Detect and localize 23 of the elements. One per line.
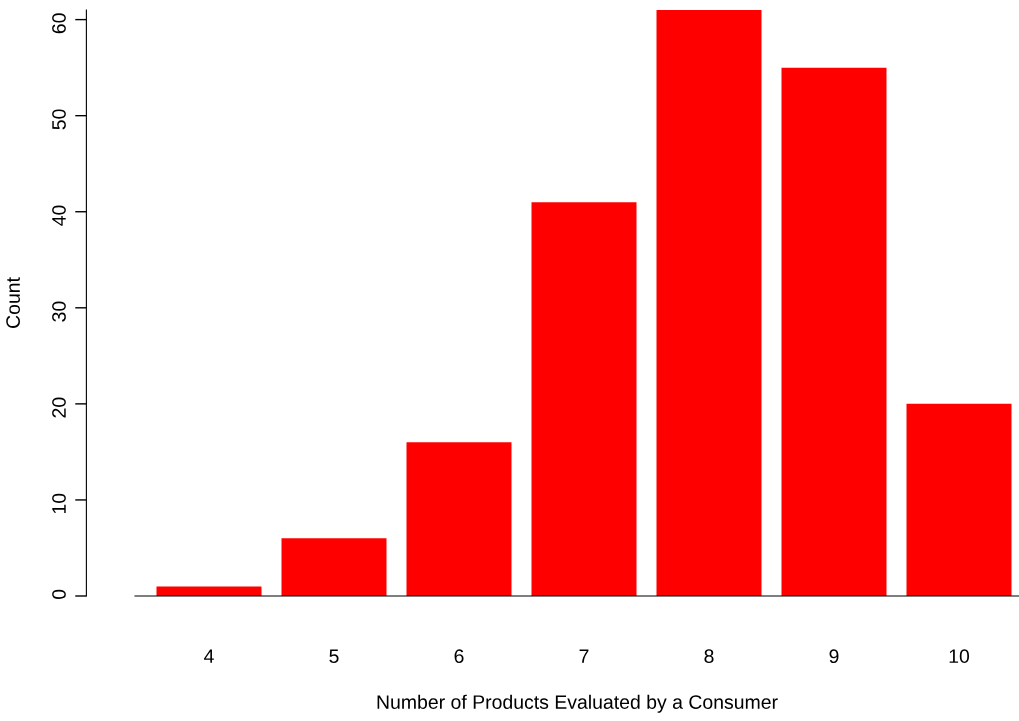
y-tick-label: 40 bbox=[52, 205, 66, 226]
y-tick-label: 10 bbox=[52, 493, 66, 514]
bar bbox=[906, 403, 1012, 596]
y-tick-label: 30 bbox=[52, 301, 66, 322]
y-tick-label: 60 bbox=[52, 13, 66, 34]
y-tick-label: 50 bbox=[52, 109, 66, 130]
bar bbox=[281, 538, 387, 596]
y-tick-label: 0 bbox=[52, 589, 66, 600]
x-axis-title: Number of Products Evaluated by a Consumer bbox=[377, 694, 778, 713]
x-tick-label: 10 bbox=[949, 649, 970, 664]
y-axis-title: Count bbox=[6, 277, 20, 328]
bar bbox=[656, 10, 762, 596]
y-tick-label: 20 bbox=[52, 397, 66, 418]
x-tick-label: 4 bbox=[204, 649, 214, 663]
x-tick-label: 6 bbox=[454, 649, 464, 664]
bar bbox=[406, 442, 512, 596]
bar bbox=[531, 202, 637, 596]
x-tick-label: 8 bbox=[704, 649, 714, 664]
x-tick-label: 7 bbox=[579, 649, 589, 663]
bar bbox=[156, 586, 262, 596]
x-tick-label: 5 bbox=[329, 649, 339, 664]
bar bbox=[781, 67, 887, 596]
x-tick-label: 9 bbox=[829, 649, 839, 664]
